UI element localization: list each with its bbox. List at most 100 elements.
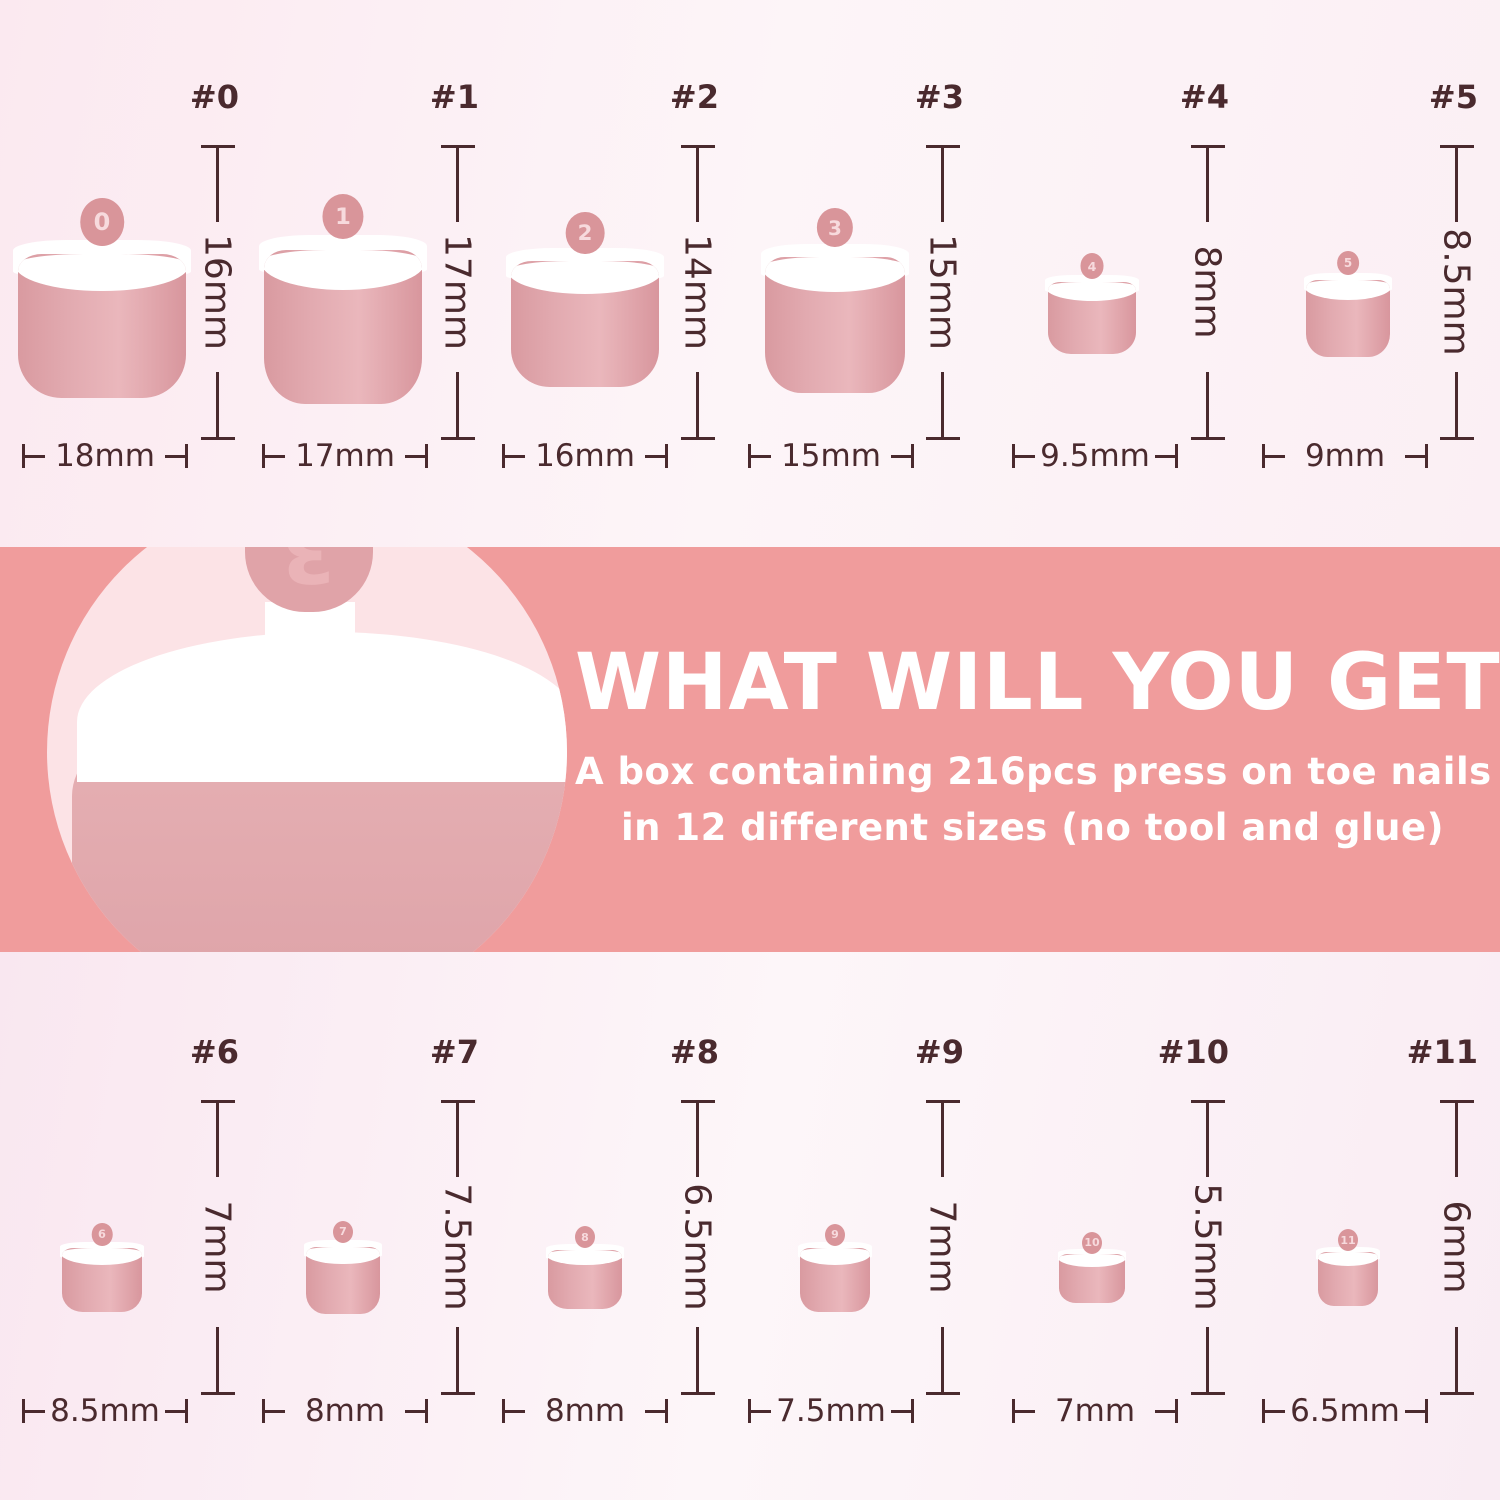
length-line: [941, 1100, 944, 1177]
length-line: [216, 372, 219, 440]
nail-1: 1: [259, 193, 427, 404]
length-line: [456, 1327, 459, 1395]
nail-body: [305, 1246, 381, 1315]
width-value: 18mm: [55, 438, 155, 474]
dimension-cap: [201, 1392, 235, 1395]
nail-number: 2: [577, 220, 593, 246]
width-value: 7.5mm: [776, 1393, 886, 1429]
width-measure: 16mm: [502, 437, 668, 475]
size-label: #10: [1157, 1033, 1229, 1071]
nail-body: [510, 260, 660, 387]
width-left-bracket: [262, 444, 285, 468]
length-line: [456, 145, 459, 222]
width-value: 8.5mm: [50, 1393, 160, 1429]
dimension-cap: [926, 437, 960, 440]
length-line: [456, 1100, 459, 1177]
nail-3: 3: [761, 207, 909, 393]
width-left-bracket: [1012, 444, 1035, 468]
nail-number: 3: [828, 215, 842, 240]
nail-white-tip: [510, 260, 660, 294]
width-value: 9mm: [1304, 438, 1386, 474]
nail-body: [800, 1248, 870, 1312]
nail-number: 9: [831, 1228, 839, 1241]
banner: 3: [0, 547, 1500, 952]
width-value: 15mm: [781, 438, 881, 474]
nail-10: 10: [1057, 1231, 1127, 1304]
nail-number-tab: 1: [322, 193, 364, 240]
dimension-cap: [1191, 1392, 1225, 1395]
nail-8: 8: [545, 1226, 625, 1309]
length-line: [1455, 1327, 1458, 1395]
width-value: 7mm: [1054, 1393, 1136, 1429]
width-value: 9.5mm: [1040, 438, 1150, 474]
nail-body: [263, 250, 423, 404]
nail-number-tab: 2: [565, 211, 605, 255]
dimension-cap: [201, 437, 235, 440]
nail-number: 5: [1343, 256, 1353, 271]
width-measure: 6.5mm: [1262, 1392, 1428, 1430]
width-right-bracket: [1405, 444, 1428, 468]
width-right-bracket: [1154, 444, 1178, 468]
length-line: [941, 372, 944, 440]
closeup-nail-tip: [77, 632, 567, 782]
dimension-cap: [441, 437, 475, 440]
length-value: 17mm: [436, 234, 478, 350]
length-value: 8.5mm: [1435, 228, 1477, 356]
size-label: #3: [914, 78, 964, 116]
width-measure: 8mm: [502, 1392, 668, 1430]
nail-white-tip: [62, 1248, 142, 1265]
length-value: 16mm: [196, 234, 238, 350]
dimension-cap: [1440, 1392, 1474, 1395]
length-line: [696, 1100, 699, 1177]
size-label: #1: [429, 78, 479, 116]
nail-number: 0: [93, 208, 111, 236]
nail-white-tip: [1306, 280, 1390, 301]
nail-number-tab: 3: [816, 207, 854, 248]
nail-number-tab: 8: [574, 1226, 595, 1249]
nail-body: [62, 1248, 142, 1312]
length-value: 5.5mm: [1186, 1183, 1228, 1311]
banner-line-2: in 12 different sizes (no tool and glue): [620, 806, 1445, 849]
width-left-bracket: [1262, 444, 1285, 468]
length-line: [1206, 372, 1209, 440]
width-left-bracket: [1262, 1399, 1285, 1423]
nail-number: 11: [1340, 1233, 1356, 1247]
nail-number-tab: 7: [332, 1220, 353, 1243]
nail-number-tab: 0: [80, 198, 124, 246]
width-left-bracket: [22, 1399, 45, 1423]
length-value: 14mm: [676, 234, 718, 350]
nail-white-tip: [547, 1250, 623, 1266]
width-measure: 9.5mm: [1012, 437, 1178, 475]
width-left-bracket: [502, 444, 525, 468]
nail-body: [1306, 280, 1390, 357]
nail-number: 6: [98, 1228, 106, 1241]
length-value: 7mm: [921, 1200, 963, 1294]
width-value: 8mm: [304, 1393, 386, 1429]
dimension-cap: [681, 1392, 715, 1395]
dimension-cap: [1191, 437, 1225, 440]
width-right-bracket: [890, 1399, 914, 1423]
width-left-bracket: [1012, 1399, 1035, 1423]
width-left-bracket: [262, 1399, 285, 1423]
size-label: #0: [189, 78, 239, 116]
nail-number: 7: [339, 1225, 347, 1239]
nail-body: [18, 253, 186, 398]
width-value: 8mm: [544, 1393, 626, 1429]
closeup-number: 3: [281, 547, 337, 599]
length-value: 7.5mm: [436, 1183, 478, 1311]
length-line: [1206, 1100, 1209, 1177]
dimension-cap: [441, 1392, 475, 1395]
nail-2: 2: [506, 211, 664, 387]
nail-white-tip: [305, 1246, 381, 1265]
size-label: #2: [669, 78, 719, 116]
size-label: #4: [1179, 78, 1229, 116]
nail-7: 7: [303, 1220, 383, 1315]
nail-number-tab: 9: [825, 1223, 845, 1246]
length-value: 7mm: [196, 1200, 238, 1294]
width-measure: 8mm: [262, 1392, 428, 1430]
width-right-bracket: [1155, 1399, 1178, 1423]
width-right-bracket: [1404, 1399, 1428, 1423]
dimension-cap: [926, 1392, 960, 1395]
length-line: [1206, 145, 1209, 222]
size-label: #9: [914, 1033, 964, 1071]
